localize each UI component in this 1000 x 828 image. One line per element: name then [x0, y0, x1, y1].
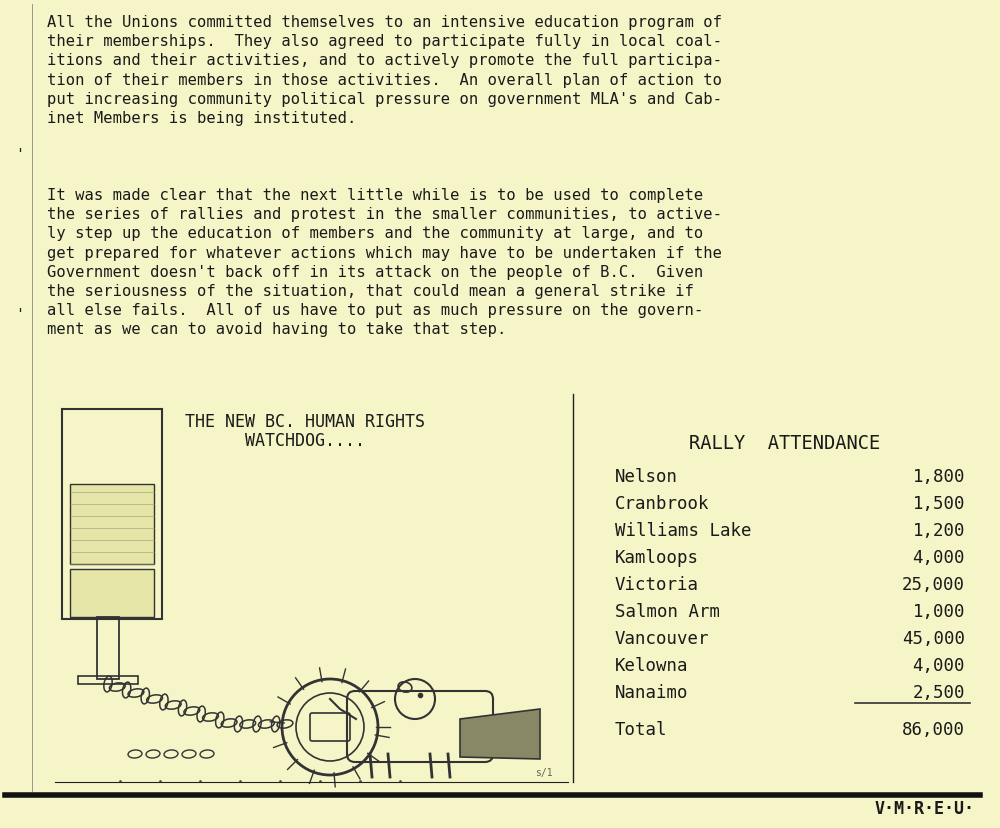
- Text: Total: Total: [615, 720, 668, 738]
- Text: Victoria: Victoria: [615, 575, 699, 594]
- Text: 1,800: 1,800: [912, 468, 965, 485]
- Text: 45,000: 45,000: [902, 629, 965, 647]
- Polygon shape: [460, 709, 540, 759]
- Text: s/1: s/1: [535, 767, 553, 777]
- Text: It was made clear that the next little while is to be used to complete
the serie: It was made clear that the next little w…: [47, 188, 722, 337]
- Text: 25,000: 25,000: [902, 575, 965, 594]
- Text: V·M·R·E·U·: V·M·R·E·U·: [875, 799, 975, 817]
- Bar: [70, 570, 154, 617]
- Text: Cranbrook: Cranbrook: [615, 494, 710, 513]
- Text: 4,000: 4,000: [912, 548, 965, 566]
- Text: WATCHDOG....: WATCHDOG....: [245, 431, 365, 450]
- Bar: [97, 617, 119, 679]
- Text: RALLY  ATTENDANCE: RALLY ATTENDANCE: [689, 434, 881, 452]
- Text: ': ': [15, 148, 24, 163]
- Text: 1,000: 1,000: [912, 602, 965, 620]
- Text: 2,500: 2,500: [912, 683, 965, 701]
- Text: Kamloops: Kamloops: [615, 548, 699, 566]
- Text: All the Unions committed themselves to an intensive education program of
their m: All the Unions committed themselves to a…: [47, 15, 722, 126]
- Text: Kelowna: Kelowna: [615, 657, 688, 674]
- Text: 4,000: 4,000: [912, 657, 965, 674]
- Text: ': ': [15, 308, 24, 323]
- Text: Nanaimo: Nanaimo: [615, 683, 688, 701]
- Text: Salmon Arm: Salmon Arm: [615, 602, 720, 620]
- Text: THE NEW BC. HUMAN RIGHTS: THE NEW BC. HUMAN RIGHTS: [185, 412, 425, 431]
- Bar: [70, 484, 154, 565]
- Text: 1,200: 1,200: [912, 522, 965, 539]
- Bar: [62, 410, 162, 619]
- Text: 86,000: 86,000: [902, 720, 965, 738]
- Text: 1,500: 1,500: [912, 494, 965, 513]
- Text: Williams Lake: Williams Lake: [615, 522, 752, 539]
- Bar: [78, 676, 138, 684]
- Text: Vancouver: Vancouver: [615, 629, 710, 647]
- Text: Nelson: Nelson: [615, 468, 678, 485]
